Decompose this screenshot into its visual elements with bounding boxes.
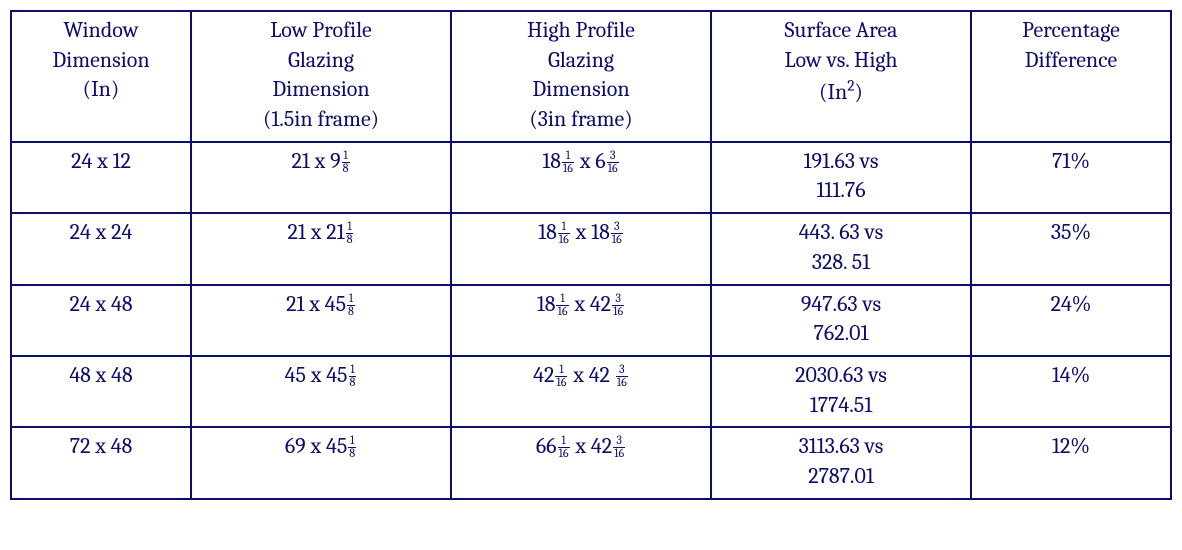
cell-surface-area: 443. 63 vs328. 51 [711,213,971,284]
header-text: Low Profile [270,17,371,43]
cell-percentage-difference: 14% [971,356,1171,427]
cell-surface-area: 191.63 vs111.76 [711,142,971,213]
cell-high-profile-dimension: 42116 x 42 316 [451,356,711,427]
header-text: Surface Area [784,17,897,43]
header-text: Difference [1025,47,1117,73]
cell-surface-area: 3113.63 vs2787.01 [711,427,971,498]
header-text: High Profile [527,17,635,43]
cell-low-profile-dimension: 21 x 2118 [191,213,451,284]
header-text: Dimension [532,76,629,102]
cell-window-dimension: 48 x 48 [11,356,191,427]
header-text: Glazing [548,47,614,73]
header-text: (In2) [819,79,863,105]
header-text: Low vs. High [784,47,897,73]
cell-high-profile-dimension: 18116 x 6316 [451,142,711,213]
header-text: Dimension [272,76,369,102]
table-header-row: Window Dimension (In) Low Profile Glazin… [11,11,1171,142]
header-text: (In) [83,76,120,102]
cell-high-profile-dimension: 18116 x 42316 [451,285,711,356]
cell-window-dimension: 24 x 12 [11,142,191,213]
header-text: (1.5in frame) [263,106,379,132]
cell-percentage-difference: 35% [971,213,1171,284]
cell-surface-area: 947.63 vs762.01 [711,285,971,356]
cell-percentage-difference: 12% [971,427,1171,498]
cell-surface-area: 2030.63 vs1774.51 [711,356,971,427]
cell-low-profile-dimension: 69 x 4518 [191,427,451,498]
cell-low-profile-dimension: 21 x 918 [191,142,451,213]
cell-window-dimension: 24 x 48 [11,285,191,356]
header-text: Percentage [1022,17,1120,43]
col-header-surface-area: Surface Area Low vs. High (In2) [711,11,971,142]
col-header-window: Window Dimension (In) [11,11,191,142]
header-text: Window [63,17,138,43]
cell-window-dimension: 72 x 48 [11,427,191,498]
table-row: 72 x 4869 x 451866116 x 423163113.63 vs2… [11,427,1171,498]
glazing-comparison-table: Window Dimension (In) Low Profile Glazin… [10,10,1172,500]
table-body: 24 x 1221 x 91818116 x 6316191.63 vs111.… [11,142,1171,499]
cell-low-profile-dimension: 45 x 4518 [191,356,451,427]
cell-percentage-difference: 71% [971,142,1171,213]
header-text: Glazing [288,47,354,73]
col-header-low-profile: Low Profile Glazing Dimension (1.5in fra… [191,11,451,142]
cell-high-profile-dimension: 66116 x 42316 [451,427,711,498]
col-header-high-profile: High Profile Glazing Dimension (3in fram… [451,11,711,142]
cell-high-profile-dimension: 18116 x 18316 [451,213,711,284]
cell-window-dimension: 24 x 24 [11,213,191,284]
table-row: 24 x 1221 x 91818116 x 6316191.63 vs111.… [11,142,1171,213]
col-header-percentage: Percentage Difference [971,11,1171,142]
cell-low-profile-dimension: 21 x 4518 [191,285,451,356]
header-text: Dimension [52,47,149,73]
table-row: 24 x 2421 x 211818116 x 18316443. 63 vs3… [11,213,1171,284]
cell-percentage-difference: 24% [971,285,1171,356]
header-text: (3in frame) [529,106,632,132]
table-row: 48 x 4845 x 451842116 x 42 3162030.63 vs… [11,356,1171,427]
table-row: 24 x 4821 x 451818116 x 42316947.63 vs76… [11,285,1171,356]
